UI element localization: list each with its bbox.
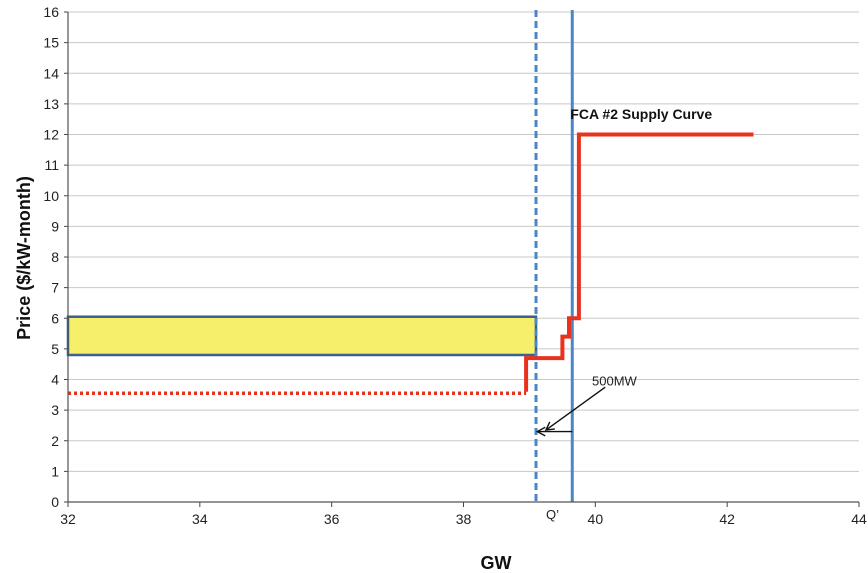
shaded-region <box>68 317 536 355</box>
y-tick-label: 12 <box>43 127 59 143</box>
supply-curve-line <box>526 135 753 392</box>
y-tick-label: 3 <box>51 402 59 418</box>
y-tick-label: 7 <box>51 280 59 296</box>
mw-label: 500MW <box>592 374 638 389</box>
vertical-lines <box>536 10 572 502</box>
y-tick-label: 14 <box>43 65 59 81</box>
y-tick-label: 5 <box>51 341 59 357</box>
y-tick-label: 2 <box>51 433 59 449</box>
x-tick-label: 36 <box>324 511 340 527</box>
x-tick-label: 40 <box>588 511 604 527</box>
x-tick-label: 44 <box>851 511 867 527</box>
x-tick-label: 42 <box>719 511 735 527</box>
grid <box>68 12 859 502</box>
x-tick-label: 32 <box>60 511 76 527</box>
y-tick-label: 4 <box>51 372 59 388</box>
x-tick-labels: 32 34 36 38 40 42 44 <box>60 502 867 527</box>
y-tick-label: 1 <box>51 463 59 479</box>
x-tick-label: 38 <box>456 511 472 527</box>
x-tick-label: 34 <box>192 511 208 527</box>
x-axis-title: GW <box>481 553 512 573</box>
y-tick-label: 10 <box>43 188 59 204</box>
supply-curve-label: FCA #2 Supply Curve <box>570 106 712 122</box>
y-tick-label: 9 <box>51 218 59 234</box>
q-prime-label: Q’ <box>546 507 559 522</box>
diagonal-arrow <box>546 387 605 430</box>
y-tick-label: 15 <box>43 35 59 51</box>
y-tick-label: 0 <box>51 494 59 510</box>
y-tick-label: 13 <box>43 96 59 112</box>
y-tick-label: 16 <box>43 4 59 20</box>
y-axis-title: Price ($/kW-month) <box>14 176 34 340</box>
y-tick-label: 8 <box>51 249 59 265</box>
y-tick-label: 6 <box>51 310 59 326</box>
y-tick-label: 11 <box>44 157 59 173</box>
